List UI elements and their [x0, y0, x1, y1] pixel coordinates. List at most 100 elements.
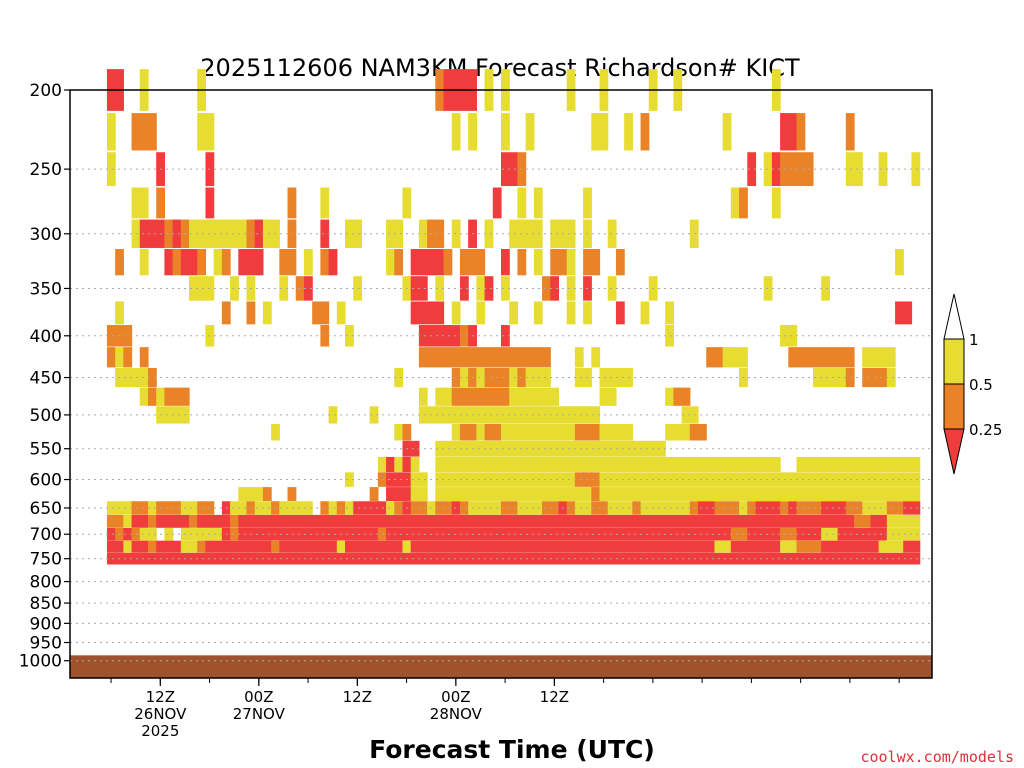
heatmap-cell — [722, 347, 732, 368]
heatmap-cell — [213, 514, 223, 528]
heatmap-cell — [443, 387, 453, 406]
heatmap-cell — [837, 472, 847, 487]
heatmap-cell — [509, 152, 519, 187]
heatmap-cell — [386, 219, 395, 248]
heatmap-cell — [369, 406, 379, 424]
heatmap-cell — [418, 325, 428, 347]
heatmap-cell — [533, 249, 543, 276]
heatmap-cell — [624, 456, 633, 473]
heatmap-cell — [468, 113, 477, 151]
heatmap-cell — [468, 249, 477, 276]
heatmap-cell — [903, 456, 913, 473]
heatmap-cell — [459, 406, 469, 424]
heatmap-cell — [197, 528, 207, 541]
heatmap-cell — [295, 514, 305, 528]
heatmap-cell — [558, 456, 568, 473]
heatmap-cell — [427, 347, 436, 368]
heatmap-cell — [895, 514, 904, 528]
heatmap-cell — [878, 487, 888, 501]
heatmap-cell — [501, 367, 510, 388]
heatmap-cell — [771, 152, 781, 187]
heatmap-cell — [747, 456, 757, 473]
heatmap-cell — [394, 487, 404, 501]
heatmap-cell — [501, 440, 510, 457]
heatmap-cell — [484, 406, 494, 424]
heatmap-cell — [903, 514, 913, 528]
heatmap-cell — [550, 552, 560, 565]
heatmap-cell — [837, 552, 847, 565]
heatmap-cell — [845, 456, 855, 473]
heatmap-cell — [131, 187, 141, 219]
heatmap-cell — [640, 487, 650, 501]
heatmap-cell — [295, 540, 305, 553]
heatmap-cell — [410, 456, 420, 473]
heatmap-cell — [706, 472, 716, 487]
heatmap-cell — [418, 472, 428, 487]
heatmap-cell — [451, 501, 461, 515]
heatmap-cell — [566, 514, 576, 528]
heatmap-cell — [747, 472, 757, 487]
heatmap-cell — [459, 501, 469, 515]
y-tick-label: 1000 — [19, 652, 62, 672]
heatmap-cell — [829, 514, 839, 528]
heatmap-cell — [763, 528, 773, 541]
heatmap-cell — [780, 540, 789, 553]
heatmap-cell — [615, 423, 625, 441]
heatmap-cell — [164, 249, 174, 276]
heatmap-cell — [484, 472, 494, 487]
heatmap-cell — [484, 540, 494, 553]
heatmap-cell — [509, 367, 519, 388]
x-tick-label: 27NOV — [233, 705, 286, 723]
heatmap-cell — [550, 472, 560, 487]
plot-area — [69, 69, 933, 679]
heatmap-cell — [501, 347, 510, 368]
heatmap-cell — [386, 528, 395, 541]
heatmap-cell — [459, 423, 469, 441]
heatmap-cell — [656, 514, 666, 528]
heatmap-cell — [230, 501, 239, 515]
heatmap-cell — [821, 540, 830, 553]
heatmap-cell — [492, 487, 502, 501]
heatmap-cell — [771, 456, 781, 473]
heatmap-cell — [632, 552, 642, 565]
heatmap-cell — [903, 472, 913, 487]
heatmap-cell — [788, 501, 798, 515]
heatmap-cell — [501, 514, 510, 528]
heatmap-cell — [591, 528, 601, 541]
heatmap-cell — [353, 540, 363, 553]
colorbar-label: 0.25 — [969, 421, 1002, 439]
heatmap-cell — [607, 514, 617, 528]
heatmap-cell — [796, 514, 806, 528]
heatmap-cell — [550, 387, 560, 406]
heatmap-cell — [230, 276, 239, 301]
heatmap-cell — [698, 456, 707, 473]
heatmap-cell — [418, 387, 428, 406]
heatmap-cell — [525, 219, 535, 248]
y-axis: 200 250 300 350 400 450 500 550 600 650 700 750 8008… — [19, 81, 70, 672]
heatmap-cell — [706, 456, 716, 473]
x-tick-label: 2025 — [141, 722, 179, 740]
heatmap-cell — [722, 456, 732, 473]
heatmap-cell — [320, 552, 330, 565]
heatmap-cell — [878, 540, 888, 553]
heatmap-cell — [501, 528, 510, 541]
heatmap-cell — [780, 514, 789, 528]
heatmap-cell — [345, 540, 354, 553]
heatmap-cell — [501, 501, 510, 515]
heatmap-cell — [747, 540, 757, 553]
heatmap-cell — [254, 249, 264, 276]
heatmap-cell — [574, 552, 584, 565]
heatmap-cell — [624, 113, 633, 151]
heatmap-cell — [427, 301, 436, 325]
heatmap-cell — [714, 347, 724, 368]
heatmap-cell — [673, 514, 683, 528]
heatmap-cell — [615, 472, 625, 487]
heatmap-cell — [533, 387, 543, 406]
heatmap-cell — [427, 514, 436, 528]
heatmap-cell — [796, 540, 806, 553]
heatmap-cell — [353, 552, 363, 565]
heatmap-cell — [829, 456, 839, 473]
heatmap-cell — [665, 514, 674, 528]
heatmap-cell — [607, 276, 617, 301]
